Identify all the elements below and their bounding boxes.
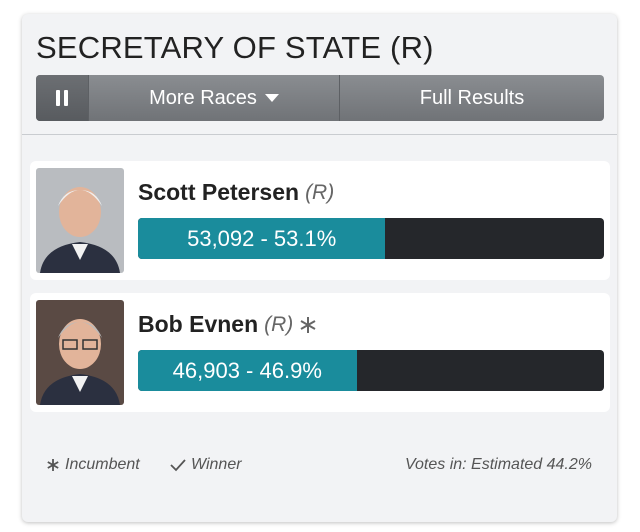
race-card: SECRETARY OF STATE (R) More Races Full R…	[22, 14, 617, 522]
winner-text: Winner	[191, 456, 242, 473]
candidate-party: (R)	[305, 180, 335, 204]
candidate-card: Scott Petersen (R) 53,092 - 53.1%	[30, 161, 610, 280]
candidate-name: Bob Evnen	[138, 311, 259, 337]
check-icon	[170, 459, 186, 472]
vote-bar-fill	[138, 218, 386, 259]
full-results-button[interactable]: Full Results	[419, 86, 525, 109]
incumbent-legend: Incumbent	[46, 456, 140, 474]
incumbent-text: Incumbent	[65, 456, 140, 473]
pause-icon	[56, 90, 68, 106]
vote-bar-fill	[138, 350, 357, 391]
candidate-name-row: Scott Petersen (R)	[138, 179, 334, 206]
candidate-name-row: Bob Evnen (R)	[138, 311, 317, 338]
candidate-party: (R)	[264, 312, 294, 336]
vote-label: 46,903 - 46.9%	[172, 357, 322, 383]
caret-icon	[264, 94, 279, 102]
more-races-label: More Races	[149, 86, 257, 109]
race-title: SECRETARY OF STATE (R)	[36, 30, 434, 65]
vote-bar: 46,903 - 46.9%	[138, 350, 604, 391]
photo-art	[36, 300, 124, 405]
more-races-button[interactable]: More Races	[89, 75, 340, 121]
incumbent-icon	[300, 316, 316, 333]
divider	[22, 134, 617, 135]
asterisk-icon	[47, 459, 59, 471]
votes-in: Votes in: Estimated 44.2%	[404, 456, 592, 473]
candidate-photo	[36, 168, 124, 273]
vote-label: 53,092 - 53.1%	[187, 225, 337, 251]
photo-art	[36, 168, 124, 273]
winner-legend: Winner	[170, 456, 242, 474]
button-bar: More Races Full Results	[36, 75, 604, 121]
candidate-photo	[36, 300, 124, 405]
candidate-card: Bob Evnen (R) 46,903 - 46.9%	[30, 293, 610, 412]
vote-bar: 53,092 - 53.1%	[138, 218, 604, 259]
candidate-name: Scott Petersen	[138, 179, 300, 205]
pause-button[interactable]	[36, 75, 89, 121]
